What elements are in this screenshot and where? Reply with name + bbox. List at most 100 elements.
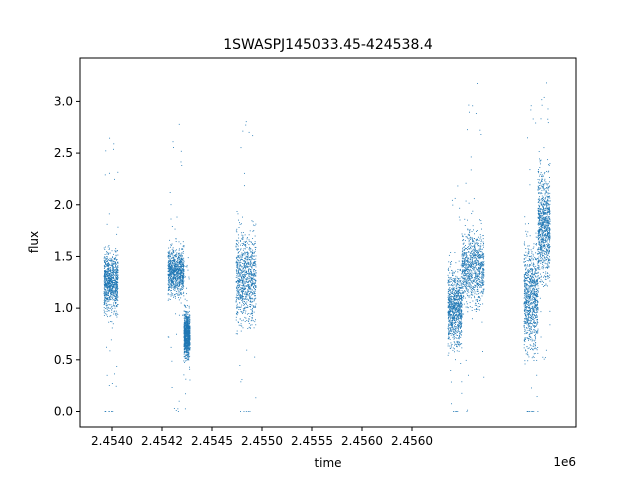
data-point — [183, 336, 185, 338]
data-point — [106, 299, 108, 301]
data-point — [459, 321, 461, 323]
data-point — [461, 283, 463, 285]
data-point — [244, 308, 246, 309]
data-point — [111, 269, 113, 271]
data-point — [475, 113, 477, 114]
data-point — [183, 291, 185, 293]
data-point — [450, 308, 452, 310]
data-point — [463, 281, 465, 283]
data-point — [247, 265, 249, 267]
data-point — [250, 256, 252, 258]
data-point — [186, 341, 187, 343]
data-point — [115, 303, 116, 305]
data-point — [184, 325, 186, 327]
data-point — [448, 289, 450, 291]
data-point — [478, 279, 480, 280]
data-point — [179, 260, 181, 261]
data-point — [254, 235, 256, 237]
data-point — [183, 327, 185, 328]
data-point — [188, 318, 190, 320]
data-point — [457, 280, 459, 282]
data-point — [458, 314, 460, 315]
data-point — [109, 291, 111, 293]
data-point — [111, 256, 113, 258]
data-point — [239, 257, 241, 259]
data-point — [449, 279, 451, 281]
data-point — [187, 317, 189, 319]
data-point — [236, 276, 238, 278]
data-point — [450, 305, 452, 307]
data-point — [106, 223, 108, 225]
data-point — [171, 265, 172, 267]
data-point — [240, 262, 242, 264]
data-point — [182, 263, 184, 265]
data-point — [189, 332, 191, 334]
data-point — [116, 272, 118, 274]
data-point — [479, 234, 481, 236]
data-point — [448, 327, 450, 329]
data-point — [472, 246, 473, 248]
data-point — [115, 287, 116, 289]
data-point — [451, 305, 453, 307]
data-point — [239, 318, 241, 320]
data-point — [248, 320, 250, 322]
data-point — [451, 306, 453, 308]
data-point — [107, 287, 109, 289]
data-point — [251, 278, 253, 280]
data-point — [180, 161, 182, 163]
data-point — [189, 339, 190, 341]
data-point — [114, 307, 116, 309]
data-point — [248, 281, 249, 283]
data-point — [250, 281, 252, 283]
data-point — [116, 305, 118, 306]
data-point — [471, 282, 473, 284]
data-point — [237, 291, 239, 293]
data-point — [236, 303, 238, 305]
data-point — [109, 275, 111, 277]
data-point — [235, 276, 237, 278]
data-point — [115, 292, 117, 294]
data-point — [242, 290, 244, 292]
data-point — [467, 275, 469, 277]
data-point — [106, 280, 108, 282]
data-point — [469, 238, 471, 240]
data-point — [178, 400, 180, 402]
data-point — [246, 307, 248, 309]
data-point — [175, 285, 177, 286]
data-point — [454, 315, 456, 317]
data-point — [171, 267, 173, 269]
data-point — [107, 281, 108, 282]
data-point — [171, 387, 173, 388]
data-point — [238, 272, 239, 274]
data-point — [251, 285, 253, 287]
data-point — [252, 311, 253, 313]
data-point — [453, 297, 455, 299]
data-point — [238, 237, 240, 239]
data-point — [462, 253, 464, 255]
data-point — [236, 314, 238, 316]
data-point — [253, 327, 255, 329]
data-point — [169, 239, 171, 241]
data-point — [174, 250, 176, 252]
data-point — [454, 282, 456, 284]
data-point — [449, 298, 451, 300]
data-point — [111, 258, 113, 260]
data-point — [116, 278, 118, 280]
data-point — [452, 284, 454, 286]
data-point — [470, 255, 472, 256]
data-point — [457, 284, 459, 286]
data-point — [183, 313, 185, 315]
data-point — [105, 295, 107, 297]
data-point — [174, 265, 176, 267]
data-point — [242, 301, 244, 303]
data-point — [177, 293, 179, 295]
data-point — [186, 333, 188, 335]
data-point — [459, 277, 461, 279]
data-point — [456, 292, 457, 294]
data-point — [104, 294, 106, 296]
data-point — [110, 294, 112, 296]
data-point — [179, 265, 181, 267]
data-point — [179, 282, 181, 284]
data-point — [451, 316, 453, 318]
data-point — [464, 272, 466, 274]
